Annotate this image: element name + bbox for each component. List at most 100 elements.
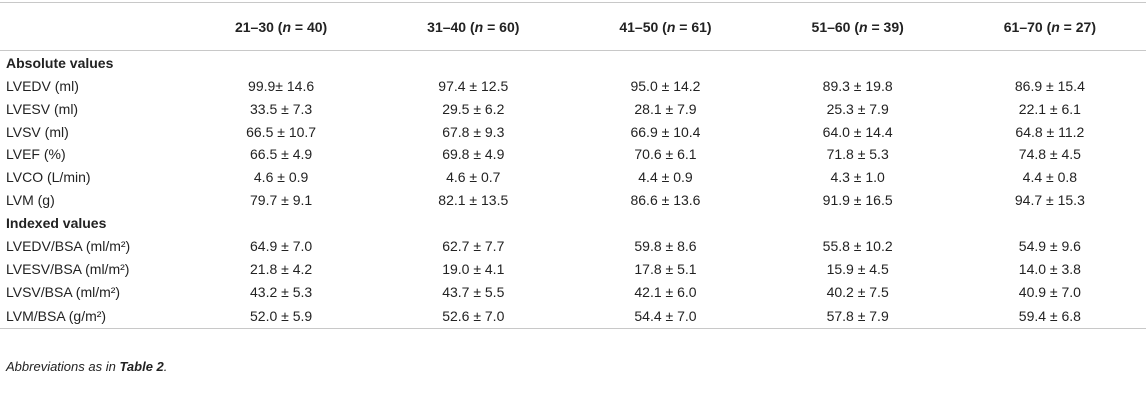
value-cell: 17.8 ± 5.1 (634, 261, 697, 278)
section-row: Indexed values (0, 211, 1146, 235)
value-cell: 55.8 ± 10.2 (822, 238, 893, 255)
row-label: LVEF (%) (6, 146, 66, 163)
footnote: Abbreviations as in Table 2. (6, 359, 167, 374)
data-row: LVEF (%) 66.5 ± 4.9 69.8 ± 4.9 70.6 ± 6.1 71… (0, 143, 1146, 166)
value-cell: 43.7 ± 5.5 (442, 283, 505, 300)
value-cell: 59.4 ± 6.8 (953, 303, 1146, 330)
value-cell: 71.8 ± 5.3 (826, 146, 889, 163)
header-cell: 21–30 (n = 40) (185, 2, 378, 51)
row-label: LVESV (ml) (6, 101, 79, 118)
header-text: = 27) (1059, 18, 1096, 35)
value-cell: 4.3 ± 1.0 (830, 169, 885, 186)
value-cell: 42.1 ± 6.0 (634, 283, 697, 300)
data-row: LVESV/BSA (ml/m²) 21.8 ± 4.2 19.0 ± 4.1 17.… (0, 258, 1146, 281)
value-cell: 70.6 ± 6.1 (634, 146, 697, 163)
value-cell: 22.1 ± 6.1 (1018, 101, 1081, 118)
row-label: LVCO (L/min) (6, 169, 91, 186)
header-cell: 31–40 (n = 60) (377, 2, 570, 51)
header-text: n (474, 18, 484, 35)
row-label: LVSV/BSA (ml/m²) (6, 283, 121, 300)
value-cell: 97.4 ± 12.5 (438, 78, 509, 95)
value-cell: 66.5 ± 4.9 (250, 146, 313, 163)
row-label: LVEDV/BSA (ml/m²) (6, 238, 131, 255)
value-cell: 69.8 ± 4.9 (442, 146, 505, 163)
header-text: n (859, 18, 868, 35)
table-header: 21–30 (n = 40) 31–40 (n = 60) 41–50 (n = 6… (0, 2, 1146, 51)
header-text: 31–40 ( (427, 18, 475, 35)
header-text: 21–30 ( (234, 18, 283, 35)
value-cell: 4.6 ± 0.9 (253, 169, 309, 186)
data-row: LVCO (L/min) 4.6 ± 0.9 4.6 ± 0.7 4.4 ± 0.9 4… (0, 166, 1146, 189)
header-row: 21–30 (n = 40) 31–40 (n = 60) 41–50 (n = 6… (0, 2, 1146, 51)
header-cell: 41–50 (n = 61) (569, 2, 762, 51)
value-cell: 52.0 ± 5.9 (185, 303, 378, 330)
value-cell: 59.8 ± 8.6 (634, 238, 697, 255)
value-cell: 82.1 ± 13.5 (438, 191, 509, 208)
value-cell: 25.3 ± 7.9 (826, 101, 889, 118)
value-cell: 40.9 ± 7.0 (1018, 283, 1081, 300)
value-cell: 57.8 ± 7.9 (761, 303, 954, 330)
value-cell: 28.1 ± 7.9 (634, 101, 697, 118)
section-row: Absolute values (0, 51, 1146, 76)
data-row: LVEDV (ml) 99.9± 14.6 97.4 ± 12.5 95.0 ± 14… (0, 75, 1146, 98)
header-text: 61–70 ( (1003, 18, 1052, 35)
section-title: Absolute values (6, 55, 114, 71)
value-cell: 4.6 ± 0.7 (446, 169, 501, 186)
value-cell: 74.8 ± 4.5 (1018, 146, 1081, 163)
data-row: LVSV/BSA (ml/m²) 43.2 ± 5.3 43.7 ± 5.5 42.1… (0, 281, 1146, 304)
data-row: LVSV (ml) 66.5 ± 10.7 67.8 ± 9.3 66.9 ± 10.… (0, 120, 1146, 143)
value-cell: 64.0 ± 14.4 (822, 123, 893, 140)
header-text: 41–50 ( (619, 18, 667, 35)
value-cell: 79.7 ± 9.1 (250, 191, 313, 208)
data-row: LVM/BSA (g/m²) 52.0 ± 5.9 52.6 ± 7.0 54.4 ±… (0, 303, 1146, 330)
value-cell: 62.7 ± 7.7 (442, 238, 505, 255)
row-label: LVSV (ml) (6, 123, 69, 140)
value-cell: 54.9 ± 9.6 (1018, 238, 1081, 255)
header-text: = 60) (483, 18, 520, 35)
row-label: LVEDV (ml) (6, 78, 79, 95)
value-cell: 29.5 ± 6.2 (442, 101, 505, 118)
footnote-text: Abbreviations as in (6, 359, 120, 374)
value-cell: 86.6 ± 13.6 (630, 191, 701, 208)
row-label: LVESV/BSA (ml/m²) (6, 261, 130, 278)
footnote-ref: Table 2 (119, 359, 164, 374)
header-text: = 40) (291, 18, 328, 35)
section-title: Indexed values (6, 215, 107, 232)
row-label: LVM (g) (6, 191, 55, 208)
value-cell: 19.0 ± 4.1 (442, 261, 505, 278)
value-cell: 64.8 ± 11.2 (1015, 123, 1085, 140)
value-cell: 67.8 ± 9.3 (442, 123, 505, 140)
value-cell: 91.9 ± 16.5 (822, 191, 893, 208)
value-cell: 15.9 ± 4.5 (826, 261, 889, 278)
header-text: n (282, 18, 292, 35)
value-cell: 54.4 ± 7.0 (569, 303, 762, 330)
value-cell: 94.7 ± 15.3 (1014, 191, 1085, 208)
row-label: LVM/BSA (g/m²) (0, 303, 185, 330)
value-cell: 21.8 ± 4.2 (250, 261, 313, 278)
value-cell: 33.5 ± 7.3 (250, 101, 313, 118)
header-text: = 39) (867, 18, 904, 35)
value-cell: 4.4 ± 0.9 (638, 169, 693, 186)
data-table: 21–30 (n = 40) 31–40 (n = 60) 41–50 (n = 6… (0, 2, 1146, 330)
data-row: LVM (g) 79.7 ± 9.1 82.1 ± 13.5 86.6 ± 13.6 9… (0, 188, 1146, 211)
value-cell: 14.0 ± 3.8 (1018, 261, 1081, 278)
value-cell: 4.4 ± 0.8 (1022, 169, 1078, 186)
header-cell: 51–60 (n = 39) (761, 2, 954, 51)
header-text: 51–60 ( (811, 18, 860, 35)
value-cell: 43.2 ± 5.3 (250, 283, 313, 300)
header-text: n (1051, 18, 1060, 35)
value-cell: 66.9 ± 10.4 (630, 123, 701, 140)
value-cell: 66.5 ± 10.7 (246, 123, 317, 140)
header-text: = 61) (675, 18, 712, 35)
value-cell: 86.9 ± 15.4 (1014, 78, 1085, 95)
header-text: n (666, 18, 676, 35)
data-row: LVESV (ml) 33.5 ± 7.3 29.5 ± 6.2 28.1 ± 7.9… (0, 98, 1146, 121)
value-cell: 89.3 ± 19.8 (822, 78, 893, 95)
value-cell: 99.9± 14.6 (248, 78, 315, 95)
value-cell: 52.6 ± 7.0 (377, 303, 570, 330)
value-cell: 64.9 ± 7.0 (250, 238, 313, 255)
header-cell (0, 2, 185, 51)
footnote-text: . (163, 359, 168, 374)
value-cell: 40.2 ± 7.5 (826, 283, 889, 300)
